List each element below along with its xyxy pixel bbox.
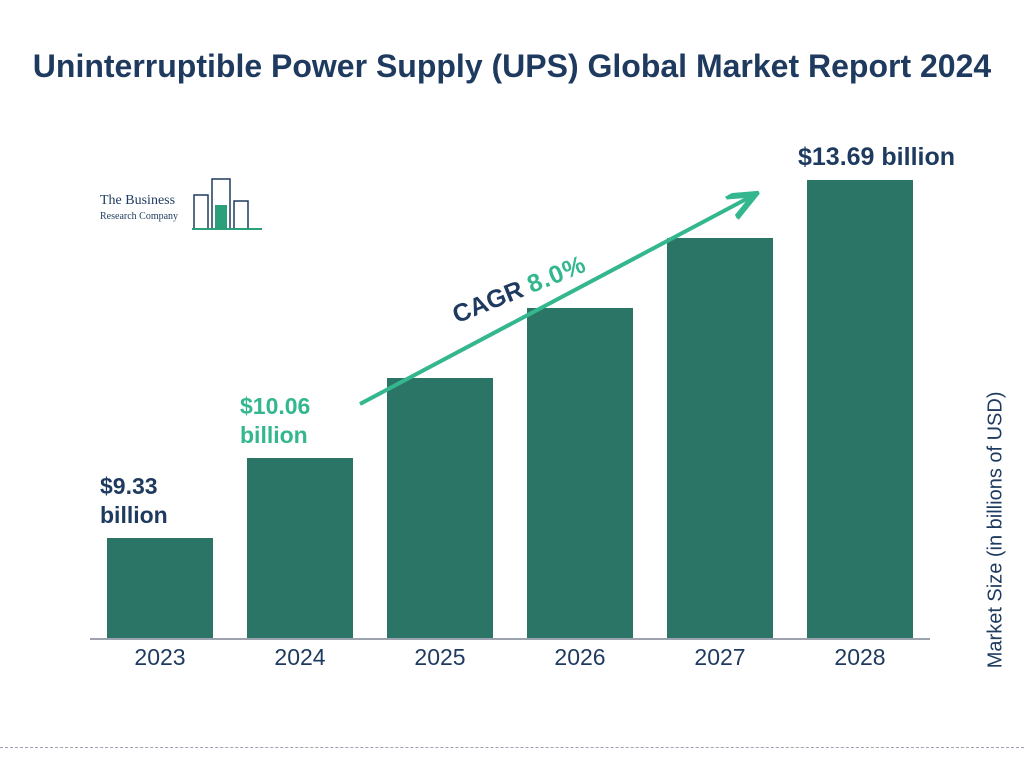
callout-2028: $13.69 billion [798,142,1008,173]
bar-2024 [247,458,353,638]
bottom-divider [0,747,1024,748]
bar-2023 [107,538,213,638]
x-axis-line [90,638,930,640]
y-axis-label: Market Size (in billions of USD) [985,392,1008,669]
bar-2026 [527,308,633,638]
x-label-4: 2027 [667,644,773,671]
callout-2024: $10.06 billion [240,392,360,450]
chart-title: Uninterruptible Power Supply (UPS) Globa… [0,46,1024,88]
x-label-2: 2025 [387,644,493,671]
bar-2027 [667,238,773,638]
bar-chart: 2023 2024 2025 2026 2027 2028 [90,180,930,680]
x-label-0: 2023 [107,644,213,671]
x-label-5: 2028 [807,644,913,671]
bar-2025 [387,378,493,638]
bar-2028 [807,180,913,638]
x-axis-labels: 2023 2024 2025 2026 2027 2028 [90,644,930,680]
callout-2023: $9.33 billion [100,472,210,530]
x-label-3: 2026 [527,644,633,671]
bars-container [90,180,930,638]
x-label-1: 2024 [247,644,353,671]
